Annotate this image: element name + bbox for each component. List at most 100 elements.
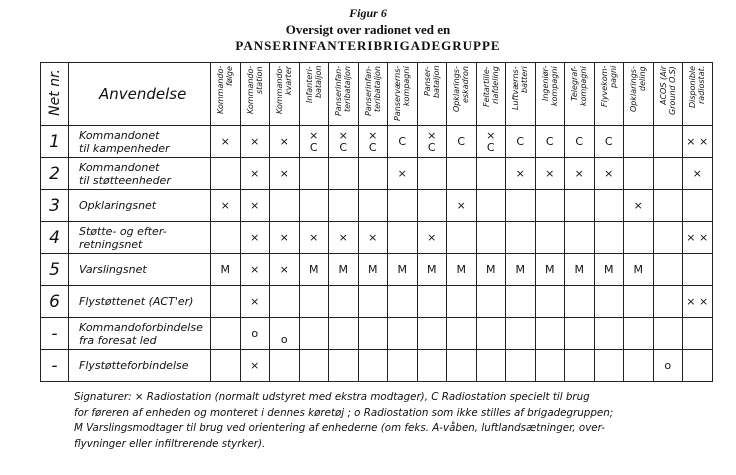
column-header: ACOS (Air Ground O.S) <box>652 62 683 126</box>
cell: × <box>239 125 270 158</box>
cell: × <box>298 221 329 254</box>
cell <box>593 285 624 318</box>
cell <box>505 285 536 318</box>
column-header: Panserinfan-teribataljon <box>328 62 359 126</box>
header-line: Panserinfan- <box>363 66 373 117</box>
net-number: - <box>40 349 69 382</box>
header-line: Luftværns- <box>511 66 521 110</box>
cell: × <box>505 157 536 190</box>
cell <box>564 317 595 350</box>
table-row: - Kommandoforbindelse fra foresat led o o <box>40 317 713 350</box>
cell-line: × <box>220 134 230 148</box>
header-text: Panserinfan-teribataljon <box>334 66 352 122</box>
cell <box>623 221 654 254</box>
cell: o <box>269 317 300 350</box>
cell <box>357 317 388 350</box>
cell-line: × <box>279 166 289 180</box>
cell: × <box>239 221 270 254</box>
header-line: pagni <box>608 66 618 89</box>
header-line: Kommando- <box>216 66 226 115</box>
cell-line: M <box>515 262 526 276</box>
cell <box>357 349 388 382</box>
cell <box>269 285 300 318</box>
cell <box>623 317 654 350</box>
column-header: Net nr. <box>40 62 69 126</box>
cell: × <box>387 157 418 190</box>
cell-line: C <box>457 134 466 148</box>
usage: Opklaringsnet <box>68 189 211 222</box>
cell: M <box>593 253 624 286</box>
cell <box>298 157 329 190</box>
header-text: Feltartille-riafdeling <box>482 66 500 122</box>
cell: M <box>475 253 506 286</box>
cell-line: × <box>250 358 260 372</box>
cell-line: × <box>368 230 378 244</box>
cell <box>505 349 536 382</box>
cell <box>475 349 506 382</box>
cell: M <box>387 253 418 286</box>
cell-line: Opklaringsnet <box>79 199 157 212</box>
header-line: Telegraf- <box>570 66 580 101</box>
usage: Kommandoforbindelse fra foresat led <box>68 317 211 350</box>
cell <box>505 317 536 350</box>
cell-line: × <box>427 230 437 244</box>
header-line: Opklarings- <box>452 66 462 112</box>
header-line: bataljon <box>431 66 441 99</box>
header-line: Panserværns- <box>393 66 403 122</box>
cell: × C <box>328 125 359 158</box>
title: Oversigt over radionet ved en <box>285 22 451 37</box>
cell <box>534 285 565 318</box>
cell-line: × <box>250 262 260 276</box>
header-text: Disponible radiostat. <box>688 66 706 122</box>
net-number: 5 <box>40 253 69 286</box>
cell: × C <box>416 125 447 158</box>
header-text: Luftværns-batteri <box>511 66 529 122</box>
header-line: Anvendelse <box>99 85 187 103</box>
header-line: Kommando- <box>245 66 255 115</box>
header-text: Opklarings-eskadron <box>452 66 470 122</box>
cell-line: × <box>456 198 466 212</box>
cell: × <box>534 157 565 190</box>
column-header: Telegraf-kompagni <box>564 62 595 126</box>
cell-line: M <box>604 262 614 276</box>
cell <box>593 349 624 382</box>
cell: × C <box>298 125 329 158</box>
column-header: Luftværns-batteri <box>505 62 536 126</box>
cell <box>534 349 565 382</box>
cell-line: × <box>250 166 260 180</box>
cell-line: × <box>397 166 407 180</box>
cell: M <box>623 253 654 286</box>
cell <box>564 189 595 222</box>
header-text: Panser-bataljon <box>423 66 441 122</box>
cell <box>210 349 241 382</box>
header-line: Disponible <box>688 66 698 109</box>
cell-line: × <box>279 262 289 276</box>
cell <box>298 349 329 382</box>
cell <box>387 317 418 350</box>
header-line: station <box>254 66 264 94</box>
cell-line: Støtte- og efter- <box>79 224 167 238</box>
table-row: 3 Opklaringsnet × × × × <box>40 189 713 222</box>
cell <box>298 189 329 222</box>
cell-line: × <box>250 294 260 308</box>
header-line: Panser- <box>422 66 432 96</box>
cell: × <box>210 125 241 158</box>
column-header: Kommando-kvarter <box>269 62 300 126</box>
cell <box>652 253 683 286</box>
table-row: 1 Kommandonet til kampenheder × × × × C × C × C C × C C… <box>40 125 713 158</box>
cell: M <box>505 253 536 286</box>
footer-line: for føreren af enheden og monteret i den… <box>74 406 614 419</box>
cell: M <box>416 253 447 286</box>
cell <box>387 221 418 254</box>
cell <box>357 285 388 318</box>
header-text: Anvendelse <box>69 85 210 103</box>
cell <box>416 157 447 190</box>
column-header: Kommando-station <box>239 62 270 126</box>
cell: C <box>387 125 418 158</box>
cell: M <box>564 253 595 286</box>
net-number: 2 <box>40 157 69 190</box>
cell-line: Varslingsnet <box>79 263 147 276</box>
cell: × <box>593 157 624 190</box>
header-text: Flyvekom-pagni <box>600 66 618 122</box>
cell-line: C <box>516 134 525 148</box>
